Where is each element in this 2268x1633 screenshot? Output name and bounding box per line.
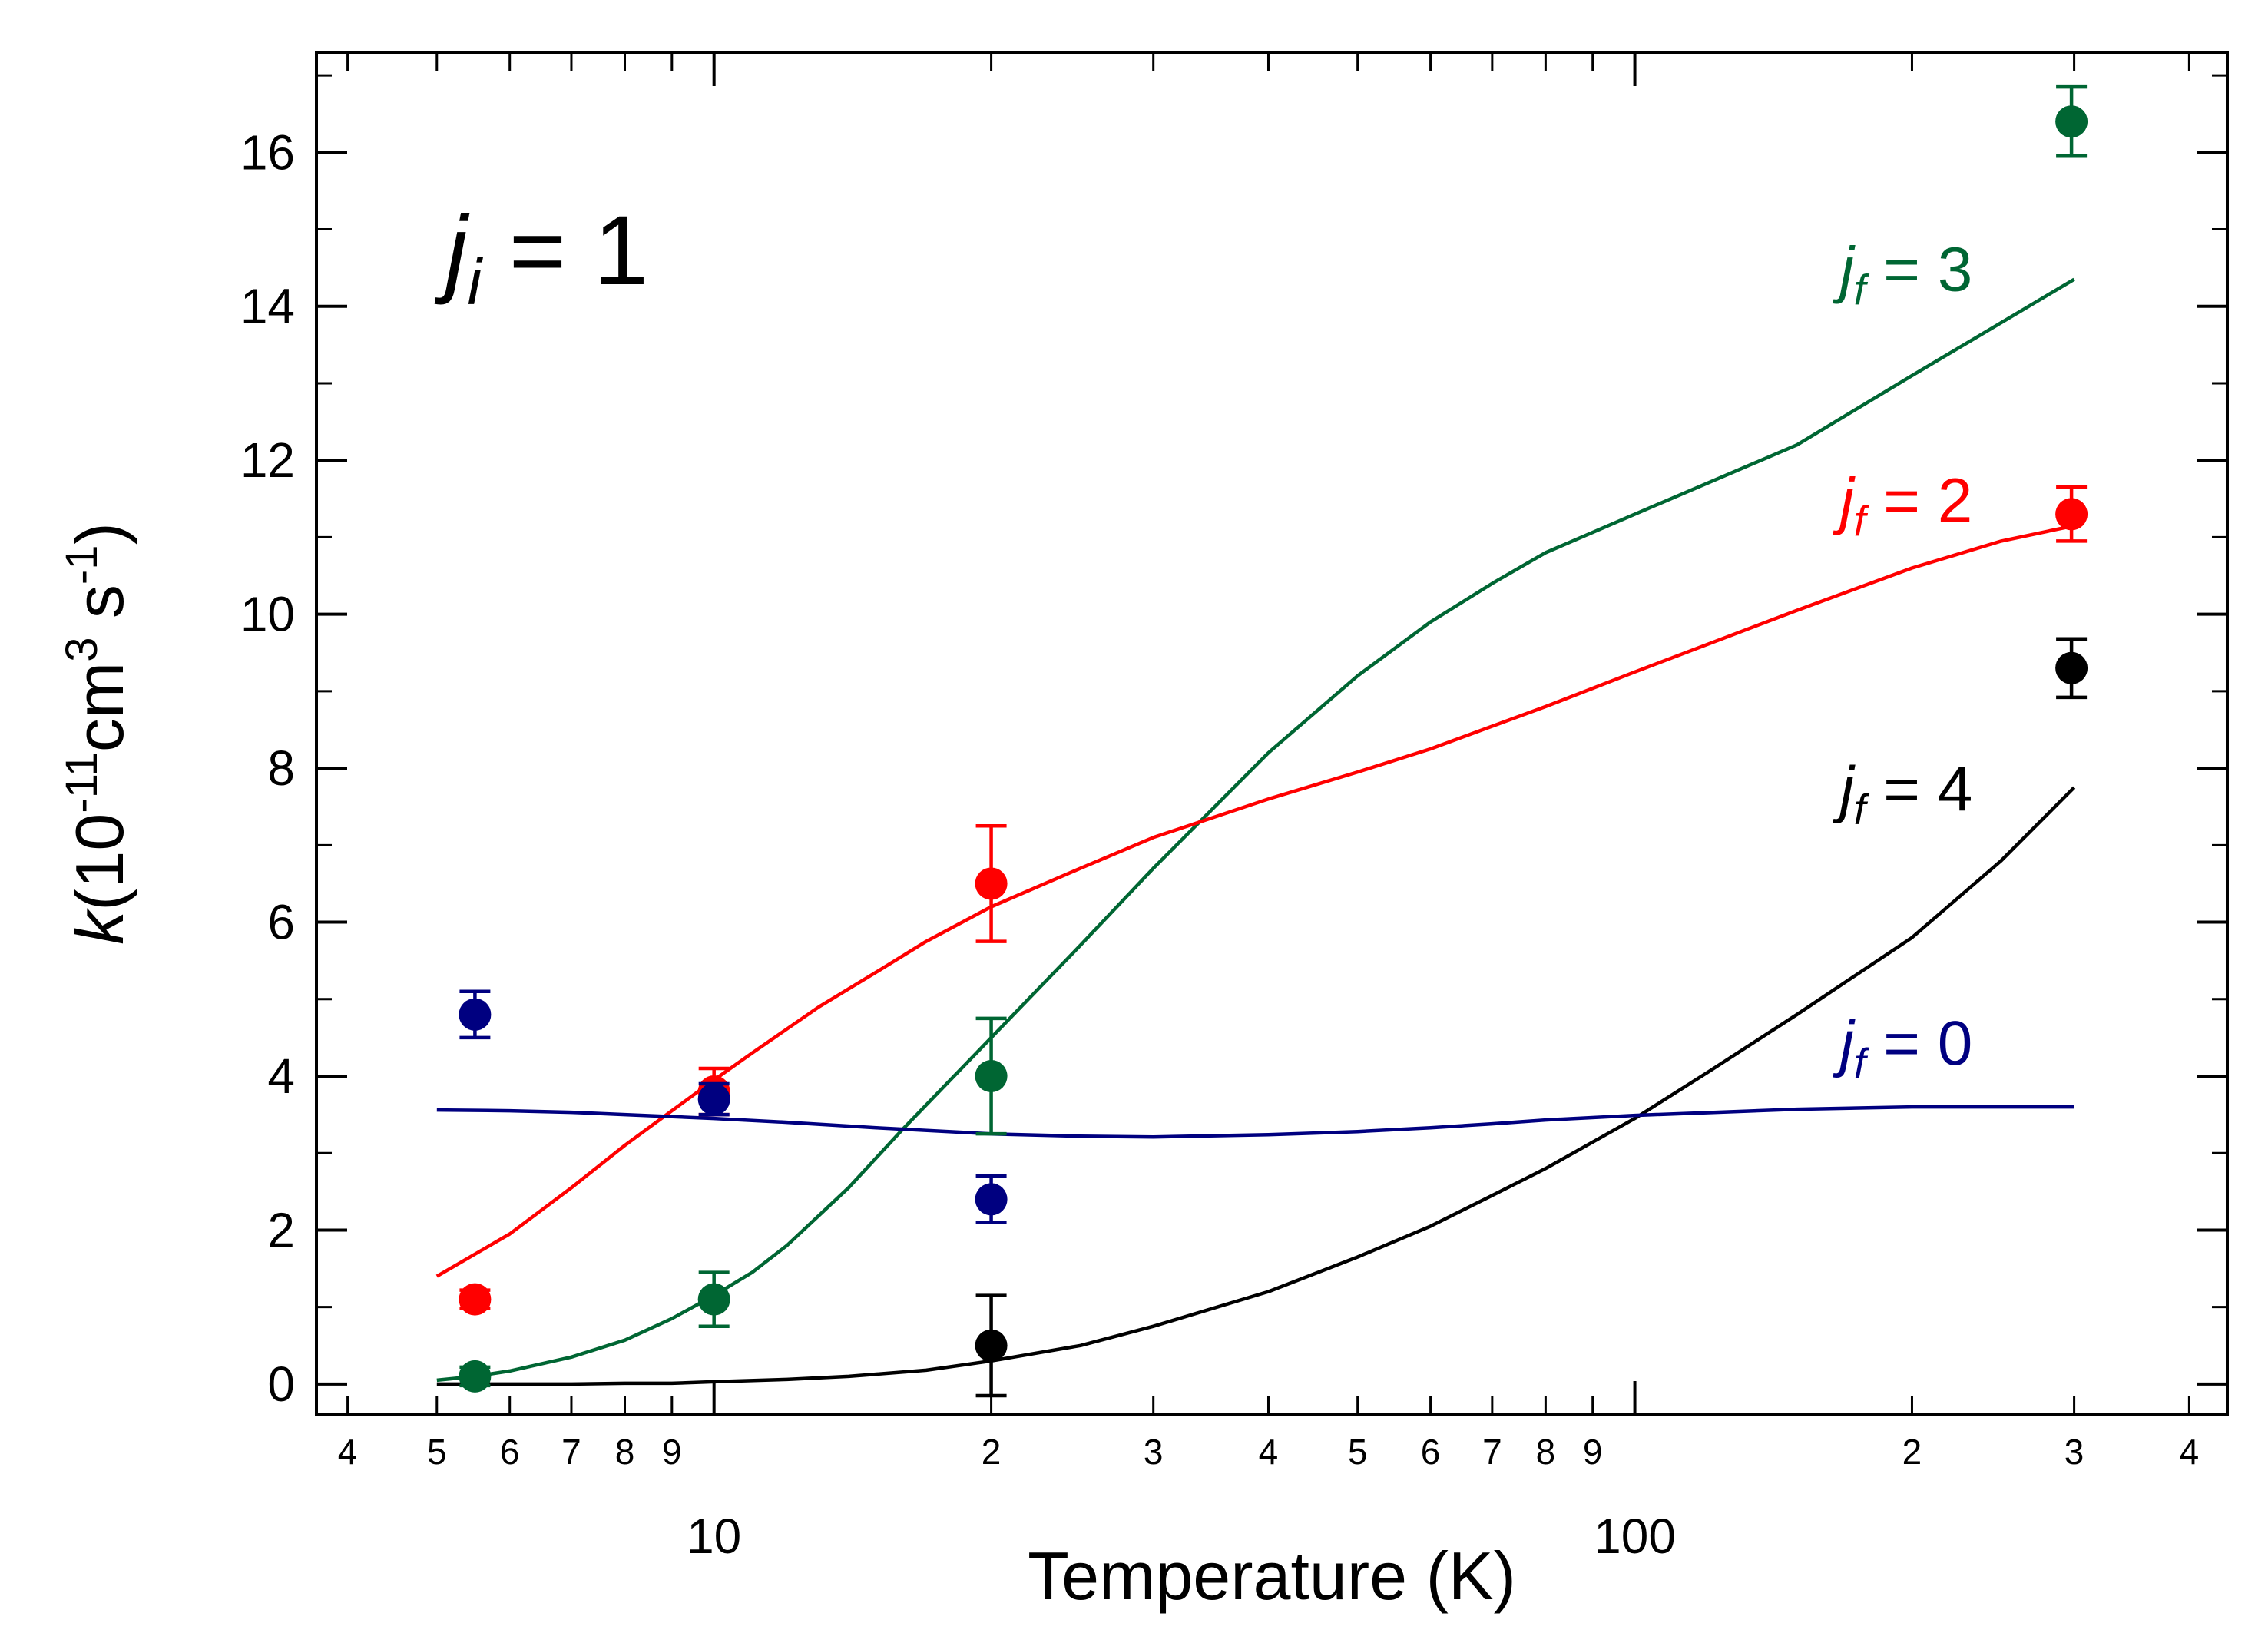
data-point xyxy=(2055,498,2088,531)
y-axis-title-exp1: -11 xyxy=(57,752,107,813)
y-axis-title-unit2: s xyxy=(61,585,137,637)
ji-annotation-j: j xyxy=(434,196,470,306)
x-minor-tick-label: 2 xyxy=(982,1432,1002,1472)
y-tick-label: 2 xyxy=(267,1202,295,1257)
curve-label-0: jf = 3 xyxy=(1833,235,1973,314)
data-point xyxy=(2055,651,2088,684)
ji-annotation: ji = 1 xyxy=(434,196,648,318)
x-minor-tick-label: 7 xyxy=(1482,1432,1502,1472)
y-tick-label: 14 xyxy=(240,279,295,334)
x-tick-label: 10 xyxy=(687,1509,741,1564)
x-minor-tick-label: 4 xyxy=(338,1432,358,1472)
x-tick-label: 100 xyxy=(1594,1509,1676,1564)
y-axis-title: k(10-11cm3 s-1) xyxy=(57,522,137,945)
x-minor-tick-label: 4 xyxy=(2180,1432,2200,1472)
x-minor-tick-label: 4 xyxy=(1259,1432,1279,1472)
curve-2 xyxy=(436,786,2076,1386)
x-minor-tick-label: 7 xyxy=(561,1432,581,1472)
y-axis-title-exp3: -1 xyxy=(57,545,107,585)
x-minor-tick-label: 8 xyxy=(615,1432,635,1472)
data-point xyxy=(697,1083,730,1116)
x-minor-tick-label: 6 xyxy=(1421,1432,1441,1472)
curve-0 xyxy=(436,277,2075,1383)
y-tick-label: 0 xyxy=(267,1356,295,1412)
data-point xyxy=(975,1183,1008,1216)
x-minor-tick-label: 9 xyxy=(1583,1432,1603,1472)
plot-frame xyxy=(315,51,2229,1416)
data-point xyxy=(459,998,492,1031)
y-tick-label: 10 xyxy=(240,587,295,642)
data-point xyxy=(975,867,1008,900)
data-point xyxy=(975,1060,1008,1093)
y-axis-title-open: (10 xyxy=(61,813,137,911)
data-point xyxy=(2055,105,2088,138)
x-minor-tick-label: 2 xyxy=(1902,1432,1922,1472)
y-tick-label: 6 xyxy=(267,895,295,950)
data-point xyxy=(975,1329,1008,1362)
y-axis-title-close: ) xyxy=(61,522,137,545)
y-tick-label: 8 xyxy=(267,740,295,796)
curve-label-1: jf = 2 xyxy=(1833,465,1973,545)
curve-3 xyxy=(436,1105,2074,1139)
y-tick-label: 16 xyxy=(240,124,295,180)
curve-1 xyxy=(435,524,2075,1278)
ji-annotation-value: = 1 xyxy=(482,196,648,306)
data-point xyxy=(697,1283,730,1316)
data-point xyxy=(459,1360,492,1393)
y-tick-label: 12 xyxy=(240,432,295,488)
x-minor-tick-label: 9 xyxy=(662,1432,682,1472)
x-axis-title: Temperature (K) xyxy=(1028,1538,1516,1614)
curve-label-2: jf = 4 xyxy=(1833,754,1973,833)
curve-labels: jf = 3 jf = 2 jf = 4 jf = 0 xyxy=(1833,235,1973,1088)
x-minor-tick-label: 5 xyxy=(427,1432,447,1472)
model-curves xyxy=(435,277,2076,1386)
x-minor-tick-label: 8 xyxy=(1536,1432,1556,1472)
measured-points xyxy=(459,84,2088,1398)
curve-label-3: jf = 0 xyxy=(1833,1009,1973,1088)
y-axis-title-unit1: cm xyxy=(61,662,137,752)
x-minor-tick-label: 5 xyxy=(1348,1432,1368,1472)
y-tick-label: 4 xyxy=(267,1048,295,1104)
x-minor-tick-label: 6 xyxy=(500,1432,520,1472)
data-point xyxy=(459,1283,492,1316)
y-axis-title-exp2: 3 xyxy=(57,638,107,662)
y-axis-title-k: k xyxy=(61,908,137,945)
ji-annotation-sub: i xyxy=(467,246,483,318)
x-minor-tick-label: 3 xyxy=(1144,1432,1164,1472)
x-minor-tick-label: 3 xyxy=(2064,1432,2084,1472)
